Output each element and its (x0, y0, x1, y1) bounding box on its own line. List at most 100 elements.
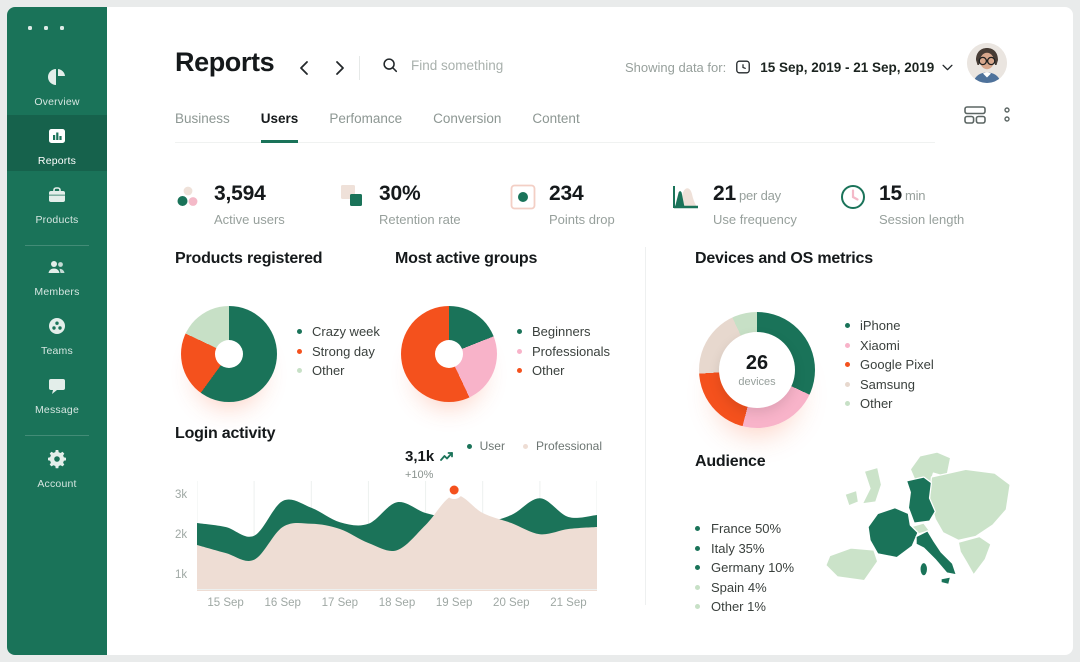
most-active-groups-legend: Beginners Professionals Other (517, 322, 610, 381)
devices-section: Devices and OS metrics 26 devices iPhone… (695, 250, 1015, 428)
window-control-dots[interactable] (28, 26, 64, 30)
login-activity-chart (197, 481, 597, 591)
products-registered-donut (181, 306, 277, 402)
login-activity-section: Login activity User Professional 3,1k +1… (175, 425, 645, 609)
chevron-down-icon (942, 64, 953, 70)
report-tabs: Business Users Perfomance Conversion Con… (175, 111, 935, 143)
stat-label: Use frequency (713, 212, 797, 227)
legend-bullet (845, 323, 850, 329)
sidebar-item-teams[interactable]: Teams (7, 316, 107, 372)
country-ireland (844, 489, 860, 507)
three-dots-icon (175, 184, 201, 215)
devices-legend: iPhone Xiaomi Google Pixel Samsung Other (845, 316, 934, 414)
login-activity-legend: User Professional (466, 439, 602, 453)
search-input[interactable] (411, 57, 571, 73)
search-bar (381, 56, 581, 74)
sidebar-divider (25, 245, 89, 246)
stat-retention-rate: 30% Retention rate (340, 183, 510, 227)
clock-icon (840, 184, 866, 215)
legend-bullet (517, 368, 522, 374)
stat-label: Points drop (549, 212, 615, 227)
section-title: Login activity (175, 425, 276, 442)
stat-label: Active users (214, 212, 285, 227)
sidebar-item-label: Members (34, 286, 80, 298)
gear-icon (47, 449, 67, 469)
country-eastern-europe (928, 468, 1011, 541)
legend-bullet (297, 348, 302, 354)
legend-bullet (695, 584, 700, 590)
legend-bullet (297, 329, 302, 335)
legend-bullet (845, 362, 850, 368)
tab-business[interactable]: Business (175, 111, 230, 126)
most-active-groups-donut (401, 306, 497, 402)
most-active-groups-section: Most active groups Beginners Professiona… (395, 250, 645, 402)
layout-grid-icon[interactable] (964, 106, 986, 124)
y-tick: 2k (175, 529, 188, 541)
country-germany (905, 476, 936, 524)
legend-bullet (695, 545, 700, 551)
chevron-right-icon[interactable] (328, 57, 350, 79)
tab-users[interactable]: Users (260, 111, 299, 143)
country-uk (861, 466, 883, 505)
briefcase-icon (47, 185, 67, 205)
sidebar-item-products[interactable]: Products (7, 185, 107, 241)
devices-donut: 26 devices (699, 312, 815, 428)
peak-annotation: 3,1k +10% (405, 448, 454, 483)
bar-chart-icon (47, 126, 67, 146)
stat-label: Session length (879, 212, 965, 227)
kebab-menu-icon[interactable] (1004, 106, 1010, 124)
europe-map (822, 449, 1014, 601)
sidebar: Overview Reports Products Members (7, 7, 107, 655)
y-tick: 1k (175, 569, 188, 581)
app-window: Overview Reports Products Members (7, 7, 1073, 655)
legend-bullet (845, 342, 850, 348)
tab-conversion[interactable]: Conversion (433, 111, 502, 126)
sidebar-item-overview[interactable]: Overview (7, 67, 107, 123)
products-registered-section: Products registered Crazy week Strong da… (175, 250, 390, 402)
sidebar-item-label: Products (35, 214, 79, 226)
sidebar-item-account[interactable]: Account (7, 449, 107, 505)
members-icon (47, 257, 67, 277)
date-range-value[interactable]: 15 Sep, 2019 - 21 Sep, 2019 (760, 60, 953, 75)
sidebar-item-label: Teams (41, 345, 73, 357)
dot-in-square-icon (510, 184, 536, 215)
legend-bullet (466, 443, 472, 449)
legend-bullet (695, 604, 700, 610)
legend-bullet (695, 526, 700, 532)
sidebar-item-message[interactable]: Message (7, 375, 107, 431)
audience-section: Audience France 50% Italy 35% Germany 10… (695, 453, 825, 617)
kpi-row: 3,594 Active users 30% Retention rate 23… (175, 183, 964, 227)
country-italy (915, 530, 958, 576)
x-axis-labels: 15 Sep 16 Sep 17 Sep 18 Sep 19 Sep 20 Se… (207, 597, 587, 609)
section-title: Most active groups (395, 250, 538, 267)
sidebar-divider (25, 435, 89, 436)
sidebar-item-label: Account (37, 478, 77, 490)
ball-icon (47, 316, 67, 336)
stat-label: Retention rate (379, 212, 461, 227)
tab-content[interactable]: Content (532, 111, 580, 126)
tab-perfomance[interactable]: Perfomance (329, 111, 403, 126)
stat-active-users: 3,594 Active users (175, 183, 340, 227)
sidebar-item-members[interactable]: Members (7, 257, 107, 313)
country-sicily (940, 576, 952, 586)
sidebar-item-label: Reports (37, 155, 77, 167)
page-title: Reports (175, 47, 275, 77)
sidebar-item-reports[interactable]: Reports (7, 115, 107, 171)
legend-bullet (517, 329, 522, 335)
legend-bullet (845, 381, 850, 387)
section-title: Devices and OS metrics (695, 250, 873, 267)
avatar[interactable] (967, 43, 1007, 83)
legend-bullet (522, 443, 528, 449)
chevron-left-icon[interactable] (294, 57, 316, 79)
section-title: Products registered (175, 250, 323, 267)
audience-list: France 50% Italy 35% Germany 10% Spain 4… (695, 519, 825, 617)
country-iberia (825, 547, 879, 582)
products-registered-legend: Crazy week Strong day Other (297, 322, 380, 381)
stat-points-drop: 234 Points drop (510, 183, 672, 227)
legend-bullet (517, 348, 522, 354)
stat-use-frequency: 21 per day Use frequency (672, 183, 840, 227)
header-divider (359, 56, 360, 80)
section-title: Audience (695, 453, 766, 470)
column-divider (645, 247, 646, 605)
search-icon[interactable] (381, 56, 399, 74)
